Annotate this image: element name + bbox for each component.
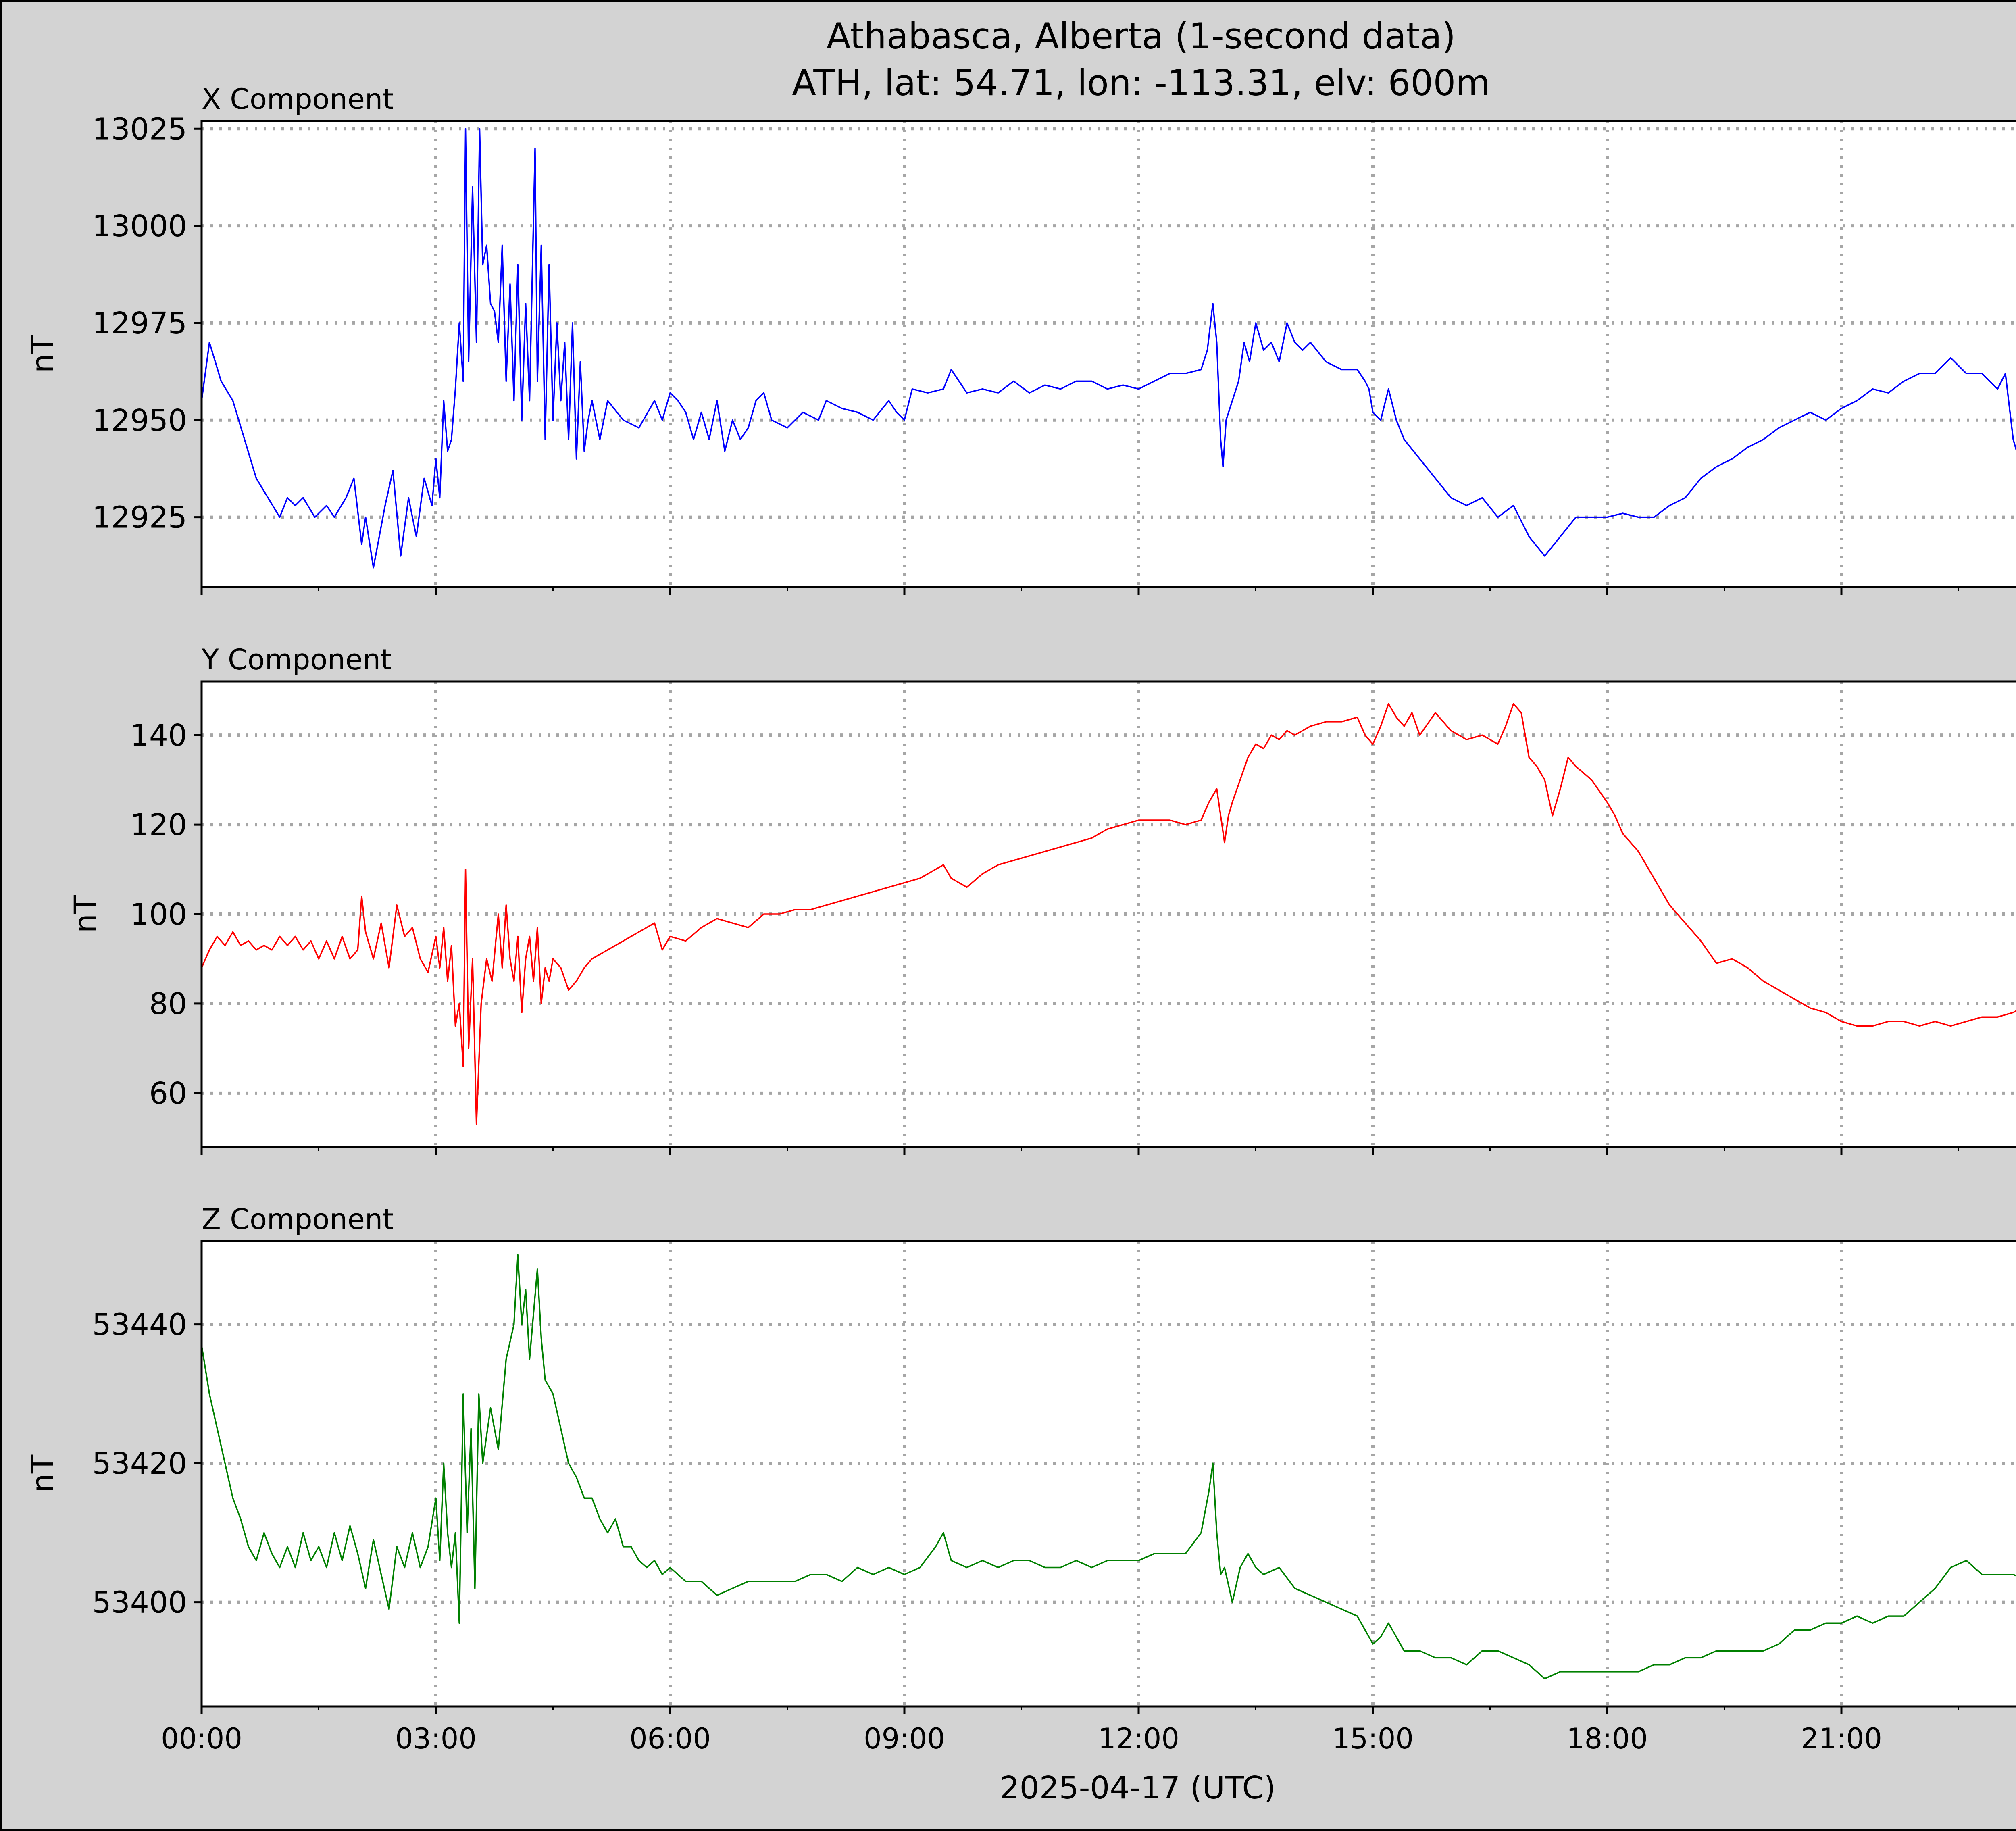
chart-z-xtick-label: 09:00 <box>864 1722 945 1755</box>
x-axis-label: 2025-04-17 (UTC) <box>1000 1770 1276 1806</box>
figure-title-line1: Athabasca, Alberta (1-second data) <box>827 15 1456 57</box>
chart-z-xtick-label: 21:00 <box>1801 1722 1882 1755</box>
chart-y-title: Y Component <box>201 643 392 676</box>
chart-y-ytick-label: 100 <box>130 897 187 932</box>
chart-y-y-axis-label: nT <box>67 895 103 933</box>
chart-z-xtick-label: 15:00 <box>1332 1722 1414 1755</box>
chart-x-y-axis-label: nT <box>25 335 60 373</box>
chart-x-panel: 12925 12950 12975 13000 13025 X Component nT <box>25 83 2016 595</box>
chart-x-series-line <box>201 128 2016 569</box>
chart-z-ytick-label: 53440 <box>92 1308 187 1342</box>
figure-title-line2: ATH, lat: 54.71, lon: -113.31, elv: 600m <box>792 62 1490 104</box>
chart-z-xtick-label: 00:00 <box>161 1722 242 1755</box>
chart-x-ytick-label: 13025 <box>92 112 187 146</box>
chart-z-xtick-label: 12:00 <box>1098 1722 1179 1755</box>
chart-y-panel: 60 80 100 120 140 Y Component nT <box>67 643 2016 1155</box>
chart-x-title: X Component <box>202 83 394 116</box>
chart-x-plot-area <box>202 121 2016 587</box>
chart-z-panel: 53400 53420 53440 00:00 03:00 06:00 09:00 12:00… <box>25 1203 2016 1755</box>
chart-z-series-line <box>201 1254 2016 1679</box>
chart-x-ytick-label: 13000 <box>92 209 187 244</box>
chart-x-ytick-label: 12950 <box>92 403 187 438</box>
chart-x-ytick-label: 12975 <box>92 306 187 341</box>
chart-z-xtick-label: 06:00 <box>629 1722 711 1755</box>
chart-y-ytick-label: 120 <box>130 808 187 842</box>
chart-z-ytick-label: 53420 <box>92 1446 187 1481</box>
chart-x-ytick-label: 12925 <box>92 500 187 535</box>
chart-z-y-axis-label: nT <box>25 1454 60 1493</box>
chart-z-xtick-label: 18:00 <box>1566 1722 1648 1755</box>
chart-z-title: Z Component <box>202 1203 394 1236</box>
chart-z-xtick-label: 03:00 <box>395 1722 477 1755</box>
chart-y-ytick-label: 140 <box>130 718 187 753</box>
chart-y-ytick-label: 60 <box>149 1076 187 1111</box>
chart-z-ytick-label: 53400 <box>92 1585 187 1620</box>
chart-y-series-line <box>201 703 2016 1125</box>
chart-y-ytick-label: 80 <box>149 987 187 1021</box>
chart-z-plot-area <box>202 1241 2016 1706</box>
